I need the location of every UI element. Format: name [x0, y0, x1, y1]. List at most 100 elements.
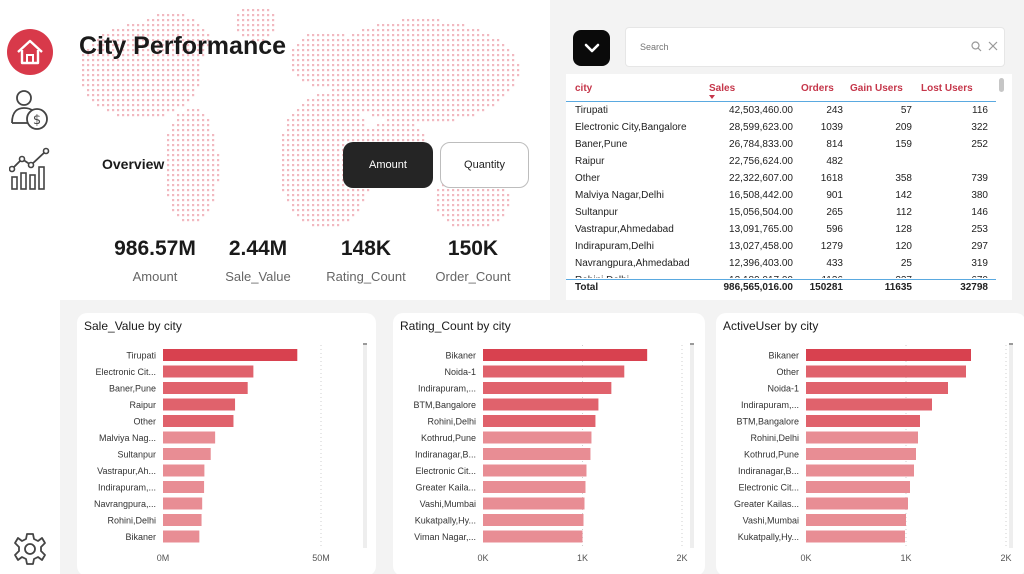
table-row[interactable]: Other 22,322,607.00 1618 358 739 [566, 171, 996, 188]
chart-bar[interactable] [483, 398, 599, 411]
chart-bar[interactable] [806, 398, 932, 411]
kpi-label: Amount [132, 269, 178, 284]
chart-scroll-thumb[interactable] [1009, 343, 1013, 345]
chart-bar[interactable] [163, 464, 205, 477]
cell-city: Indirapuram,Delhi [575, 241, 654, 252]
table-row[interactable]: Electronic City,Bangalore 28,599,623.00 10… [566, 120, 996, 137]
chart-scroll-thumb[interactable] [690, 343, 694, 345]
chart-bar[interactable] [483, 349, 648, 361]
chart-bar[interactable] [806, 382, 948, 394]
cell-orders: 1039 [820, 122, 843, 133]
table-scrollbar[interactable] [999, 78, 1004, 92]
close-icon[interactable] [987, 40, 999, 52]
category-label: Indirapuram,... [98, 483, 156, 493]
cell-orders: 1136 [796, 275, 843, 278]
chart-bar[interactable] [483, 530, 583, 543]
table-row[interactable]: Malviya Nagar,Delhi 16,508,442.00 901 142 38… [566, 188, 996, 205]
chart-bar[interactable] [806, 349, 971, 361]
table-row[interactable]: Navrangpura,Ahmedabad 12,396,403.00 433 25 3… [566, 256, 996, 273]
chart-scroll-track[interactable] [1009, 343, 1013, 548]
chart-bar[interactable] [806, 415, 920, 427]
chart-bar[interactable] [483, 382, 612, 394]
cell-lost-users: 253 [971, 224, 988, 235]
cell-orders: 901 [826, 190, 843, 201]
active-user-chart: Bikaner Other Noida-1 Indirapuram,... BTM,Ba… [734, 343, 1013, 563]
city-filter-dropdown-button[interactable] [573, 30, 610, 66]
chart-bar[interactable] [163, 398, 236, 411]
table-row[interactable]: Vastrapur,Ahmedabad 13,091,765.00 596 128 25… [566, 222, 996, 239]
search-icon[interactable] [971, 41, 982, 52]
nav-users-finance-button[interactable]: $ [9, 89, 51, 131]
cell-city: Other [575, 173, 601, 184]
cell-lost-users: 739 [971, 173, 988, 184]
nav-settings-button[interactable] [9, 528, 51, 570]
chart-scroll-track[interactable] [690, 343, 694, 548]
nav-home-button[interactable] [7, 29, 53, 75]
quantity-toggle-button[interactable]: Quantity [440, 142, 529, 188]
column-header-gain-users[interactable]: Gain Users [850, 83, 903, 94]
chart-bar[interactable] [163, 365, 254, 378]
chart-bar[interactable] [806, 530, 905, 543]
cell-lost-users: 322 [971, 122, 988, 133]
table-row[interactable]: Rohini,Delhi 12,189,017.001136 227 670 [566, 273, 996, 278]
x-tick-label: 1K [900, 553, 911, 563]
cell-gain-users: 159 [895, 139, 912, 150]
chart-bar[interactable] [483, 448, 591, 460]
cell-city: Malviya Nagar,Delhi [575, 190, 664, 201]
cell-gain-users: 358 [895, 173, 912, 184]
chart-bar[interactable] [163, 349, 298, 361]
chart-bar[interactable] [163, 415, 234, 427]
chart-bar[interactable] [483, 497, 585, 510]
cell-orders: 1279 [820, 241, 843, 252]
chart-bar[interactable] [806, 481, 910, 493]
chart-bar[interactable] [163, 382, 248, 394]
table-row[interactable]: Sultanpur 15,056,504.00 265 112 146 [566, 205, 996, 222]
column-header-city[interactable]: city [575, 83, 593, 94]
cell-lost-users: 146 [971, 207, 988, 218]
cell-sales: 42,503,460.00 [729, 105, 793, 116]
cell-gain-users: 120 [895, 241, 912, 252]
chart-bar[interactable] [163, 448, 211, 460]
chart-bar[interactable] [163, 514, 202, 526]
chart-bar[interactable] [806, 464, 914, 477]
chart-bar[interactable] [483, 431, 592, 444]
x-tick-label: 50M [312, 553, 330, 563]
chart-bar[interactable] [163, 481, 205, 493]
chart-bar[interactable] [806, 497, 908, 510]
table-row[interactable]: Raipur 22,756,624.00 482 [566, 154, 996, 171]
cell-orders: 482 [826, 156, 843, 167]
table-row[interactable]: Tirupati 42,503,460.00 243 57 116 [566, 103, 996, 120]
search-input[interactable] [640, 42, 940, 52]
column-header-orders[interactable]: Orders [801, 83, 834, 94]
chart-bar[interactable] [163, 497, 203, 510]
amount-toggle-button[interactable]: Amount [343, 142, 433, 188]
chevron-down-icon [584, 43, 599, 53]
chart-scroll-thumb[interactable] [363, 343, 367, 345]
column-header-lost-users[interactable]: Lost Users [921, 83, 973, 94]
chart-bar[interactable] [163, 431, 216, 444]
chart-bar[interactable] [483, 415, 596, 427]
chart-bar[interactable] [483, 464, 587, 477]
category-label: Viman Nagar,... [414, 532, 476, 542]
kpi-rating-count: 148K Rating_Count [316, 237, 416, 284]
nav-analytics-button[interactable] [9, 147, 51, 190]
table-row[interactable]: Baner,Pune 26,784,833.00 814 159 252 [566, 137, 996, 154]
x-tick-label: 0K [477, 553, 488, 563]
x-tick-label: 2K [1000, 553, 1011, 563]
chart-bar[interactable] [483, 514, 584, 526]
search-box[interactable] [625, 27, 1005, 67]
table-row[interactable]: Indirapuram,Delhi 13,027,458.00 1279 120 297 [566, 239, 996, 256]
chart-bar[interactable] [806, 365, 966, 378]
column-header-sales[interactable]: Sales [709, 83, 736, 94]
chart-bar[interactable] [483, 481, 586, 493]
chart-bar[interactable] [163, 530, 200, 543]
cell-sales: 26,784,833.00 [729, 139, 793, 150]
chart-bar[interactable] [806, 514, 906, 526]
chart-bar[interactable] [806, 431, 918, 444]
chart-bar[interactable] [483, 365, 625, 378]
kpi-label: Sale_Value [225, 269, 291, 284]
cell-sales: 12,189,017.00 [696, 275, 793, 278]
cell-lost-users: 670 [916, 275, 988, 278]
chart-bar[interactable] [806, 448, 916, 460]
chart-scroll-track[interactable] [363, 343, 367, 548]
